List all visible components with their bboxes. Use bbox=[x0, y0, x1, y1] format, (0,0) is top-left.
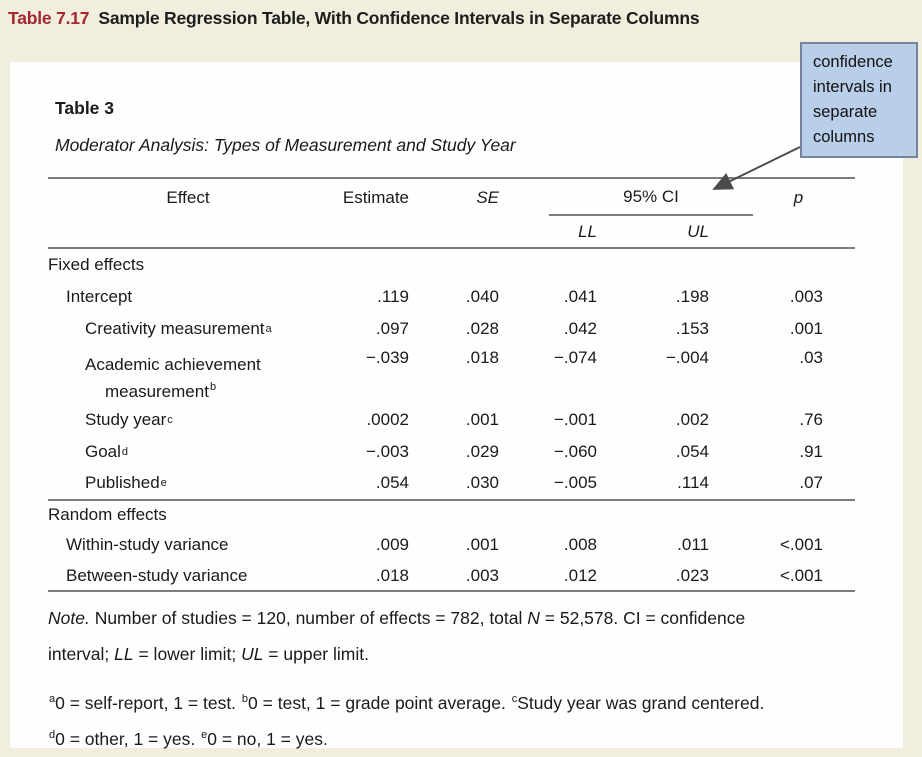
table-header-row-2: LL UL bbox=[48, 216, 855, 247]
ul-cell: .198 bbox=[675, 286, 709, 306]
row-label: Within-study variance bbox=[66, 535, 229, 554]
table-row: Creativity measurement a .097 .028 .042 .… bbox=[48, 313, 855, 345]
section-rule bbox=[48, 499, 855, 501]
p-cell: <.001 bbox=[779, 535, 823, 554]
table-number-kicker: Table 7.17 bbox=[8, 8, 90, 28]
callout-arrow bbox=[712, 146, 801, 190]
se-cell: .040 bbox=[465, 286, 499, 306]
table-label: Table 3 bbox=[55, 98, 115, 118]
col-header-ul: UL bbox=[687, 221, 709, 241]
col-header-p: p bbox=[793, 187, 804, 207]
col-header-se: SE bbox=[476, 187, 499, 207]
ul-cell: .002 bbox=[675, 409, 709, 429]
col-header-effect: Effect bbox=[166, 187, 210, 207]
table-row: Intercept .119 .040 .041 .198 .003 bbox=[48, 280, 855, 313]
ll-cell: −.074 bbox=[553, 348, 597, 367]
col-header-ll: LL bbox=[578, 221, 597, 241]
estimate-cell: .054 bbox=[375, 473, 409, 492]
row-label: Random effects bbox=[48, 505, 167, 524]
table-row: Between-study variance .018 .003 .012 .0… bbox=[48, 561, 855, 590]
p-cell: .001 bbox=[789, 319, 823, 338]
table-row: Academic achievement measurementb −.039 … bbox=[48, 345, 855, 403]
ul-cell: .054 bbox=[675, 441, 709, 461]
ul-cell: .114 bbox=[677, 473, 709, 492]
row-label: Goal d bbox=[85, 441, 129, 461]
se-cell: .029 bbox=[465, 441, 499, 461]
row-label: Published e bbox=[85, 473, 167, 492]
table-row: Goal d −.003 .029 −.060 .054 .91 bbox=[48, 436, 855, 467]
row-label: Academic achievement measurementb bbox=[85, 355, 261, 401]
row-label: Between-study variance bbox=[66, 565, 248, 585]
ll-cell: .041 bbox=[563, 286, 597, 306]
table-row: Published e .054 .030 −.005 .114 .07 bbox=[48, 467, 855, 499]
p-cell: .03 bbox=[799, 348, 823, 367]
ll-cell: −.060 bbox=[553, 441, 597, 461]
ul-cell: .023 bbox=[675, 565, 709, 585]
row-label: Fixed effects bbox=[48, 254, 145, 274]
se-cell: .001 bbox=[465, 409, 499, 429]
ul-cell: .011 bbox=[677, 535, 709, 554]
callout-text: confidence intervals in separate columns bbox=[813, 53, 893, 146]
footnote-marker: b bbox=[209, 381, 217, 394]
table-row: Study year c .0002 .001 −.001 .002 .76 bbox=[48, 403, 855, 436]
p-cell: .76 bbox=[799, 409, 823, 429]
estimate-cell: −.003 bbox=[365, 441, 409, 461]
estimate-cell: .018 bbox=[375, 565, 409, 585]
sample-table-card: Table 3 Moderator Analysis: Types of Mea… bbox=[10, 62, 903, 749]
col-header-estimate: Estimate bbox=[342, 187, 409, 207]
table-top-rule bbox=[48, 177, 855, 179]
row-label: Creativity measurement a bbox=[85, 319, 272, 338]
estimate-cell: .0002 bbox=[366, 409, 409, 429]
table-notes: Note. Number of studies = 120, number of… bbox=[48, 600, 882, 757]
ll-cell: .012 bbox=[563, 565, 597, 585]
footnote-line-2: d0 = other, 1 = yes. e0 = no, 1 = yes. bbox=[49, 729, 328, 749]
p-cell: .07 bbox=[799, 473, 823, 492]
table-subtitle: Moderator Analysis: Types of Measurement… bbox=[55, 135, 516, 155]
table-bottom-rule bbox=[48, 590, 855, 592]
ll-cell: .008 bbox=[563, 535, 597, 554]
se-cell: .001 bbox=[465, 535, 499, 554]
table-row-section: Fixed effects bbox=[48, 249, 855, 280]
p-cell: .003 bbox=[789, 286, 823, 306]
ll-cell: .042 bbox=[563, 319, 597, 338]
row-label: Study year c bbox=[85, 409, 173, 429]
stat-table: Effect Estimate SE 95% CI p LL UL Fixed … bbox=[48, 177, 855, 592]
note-text: Note. Number of studies = 120, number of… bbox=[48, 608, 746, 664]
estimate-cell: .097 bbox=[375, 319, 409, 338]
row-label-continuation: measurementb bbox=[105, 381, 217, 401]
ul-cell: .153 bbox=[675, 319, 709, 338]
estimate-cell: −.039 bbox=[365, 348, 409, 367]
se-cell: .003 bbox=[465, 565, 499, 585]
p-cell: <.001 bbox=[779, 565, 823, 585]
ll-cell: −.001 bbox=[553, 409, 597, 429]
row-label: Intercept bbox=[66, 286, 133, 306]
page-title: Table 7.17 Sample Regression Table, With … bbox=[8, 8, 700, 29]
footnote-line-1: a0 = self-report, 1 = test. b0 = test, 1… bbox=[49, 693, 765, 713]
annotation-callout: confidence intervals in separate columns bbox=[800, 42, 918, 158]
ul-cell: −.004 bbox=[665, 348, 709, 367]
page-title-text: Sample Regression Table, With Confidence… bbox=[98, 8, 700, 28]
se-cell: .030 bbox=[465, 473, 499, 492]
ll-cell: −.005 bbox=[553, 473, 597, 492]
se-cell: .028 bbox=[465, 319, 499, 338]
table-header-row-1: Effect Estimate SE 95% CI p bbox=[48, 179, 855, 216]
col-header-ci: 95% CI bbox=[623, 186, 679, 206]
estimate-cell: .009 bbox=[375, 535, 409, 554]
estimate-cell: .119 bbox=[377, 286, 409, 306]
p-cell: .91 bbox=[799, 441, 823, 461]
table-row-section: Random effects bbox=[48, 501, 855, 529]
ci-group-header: 95% CI bbox=[549, 179, 753, 216]
table-row: Within-study variance .009 .001 .008 .01… bbox=[48, 529, 855, 561]
header-rule bbox=[48, 247, 855, 249]
se-cell: .018 bbox=[465, 348, 499, 367]
